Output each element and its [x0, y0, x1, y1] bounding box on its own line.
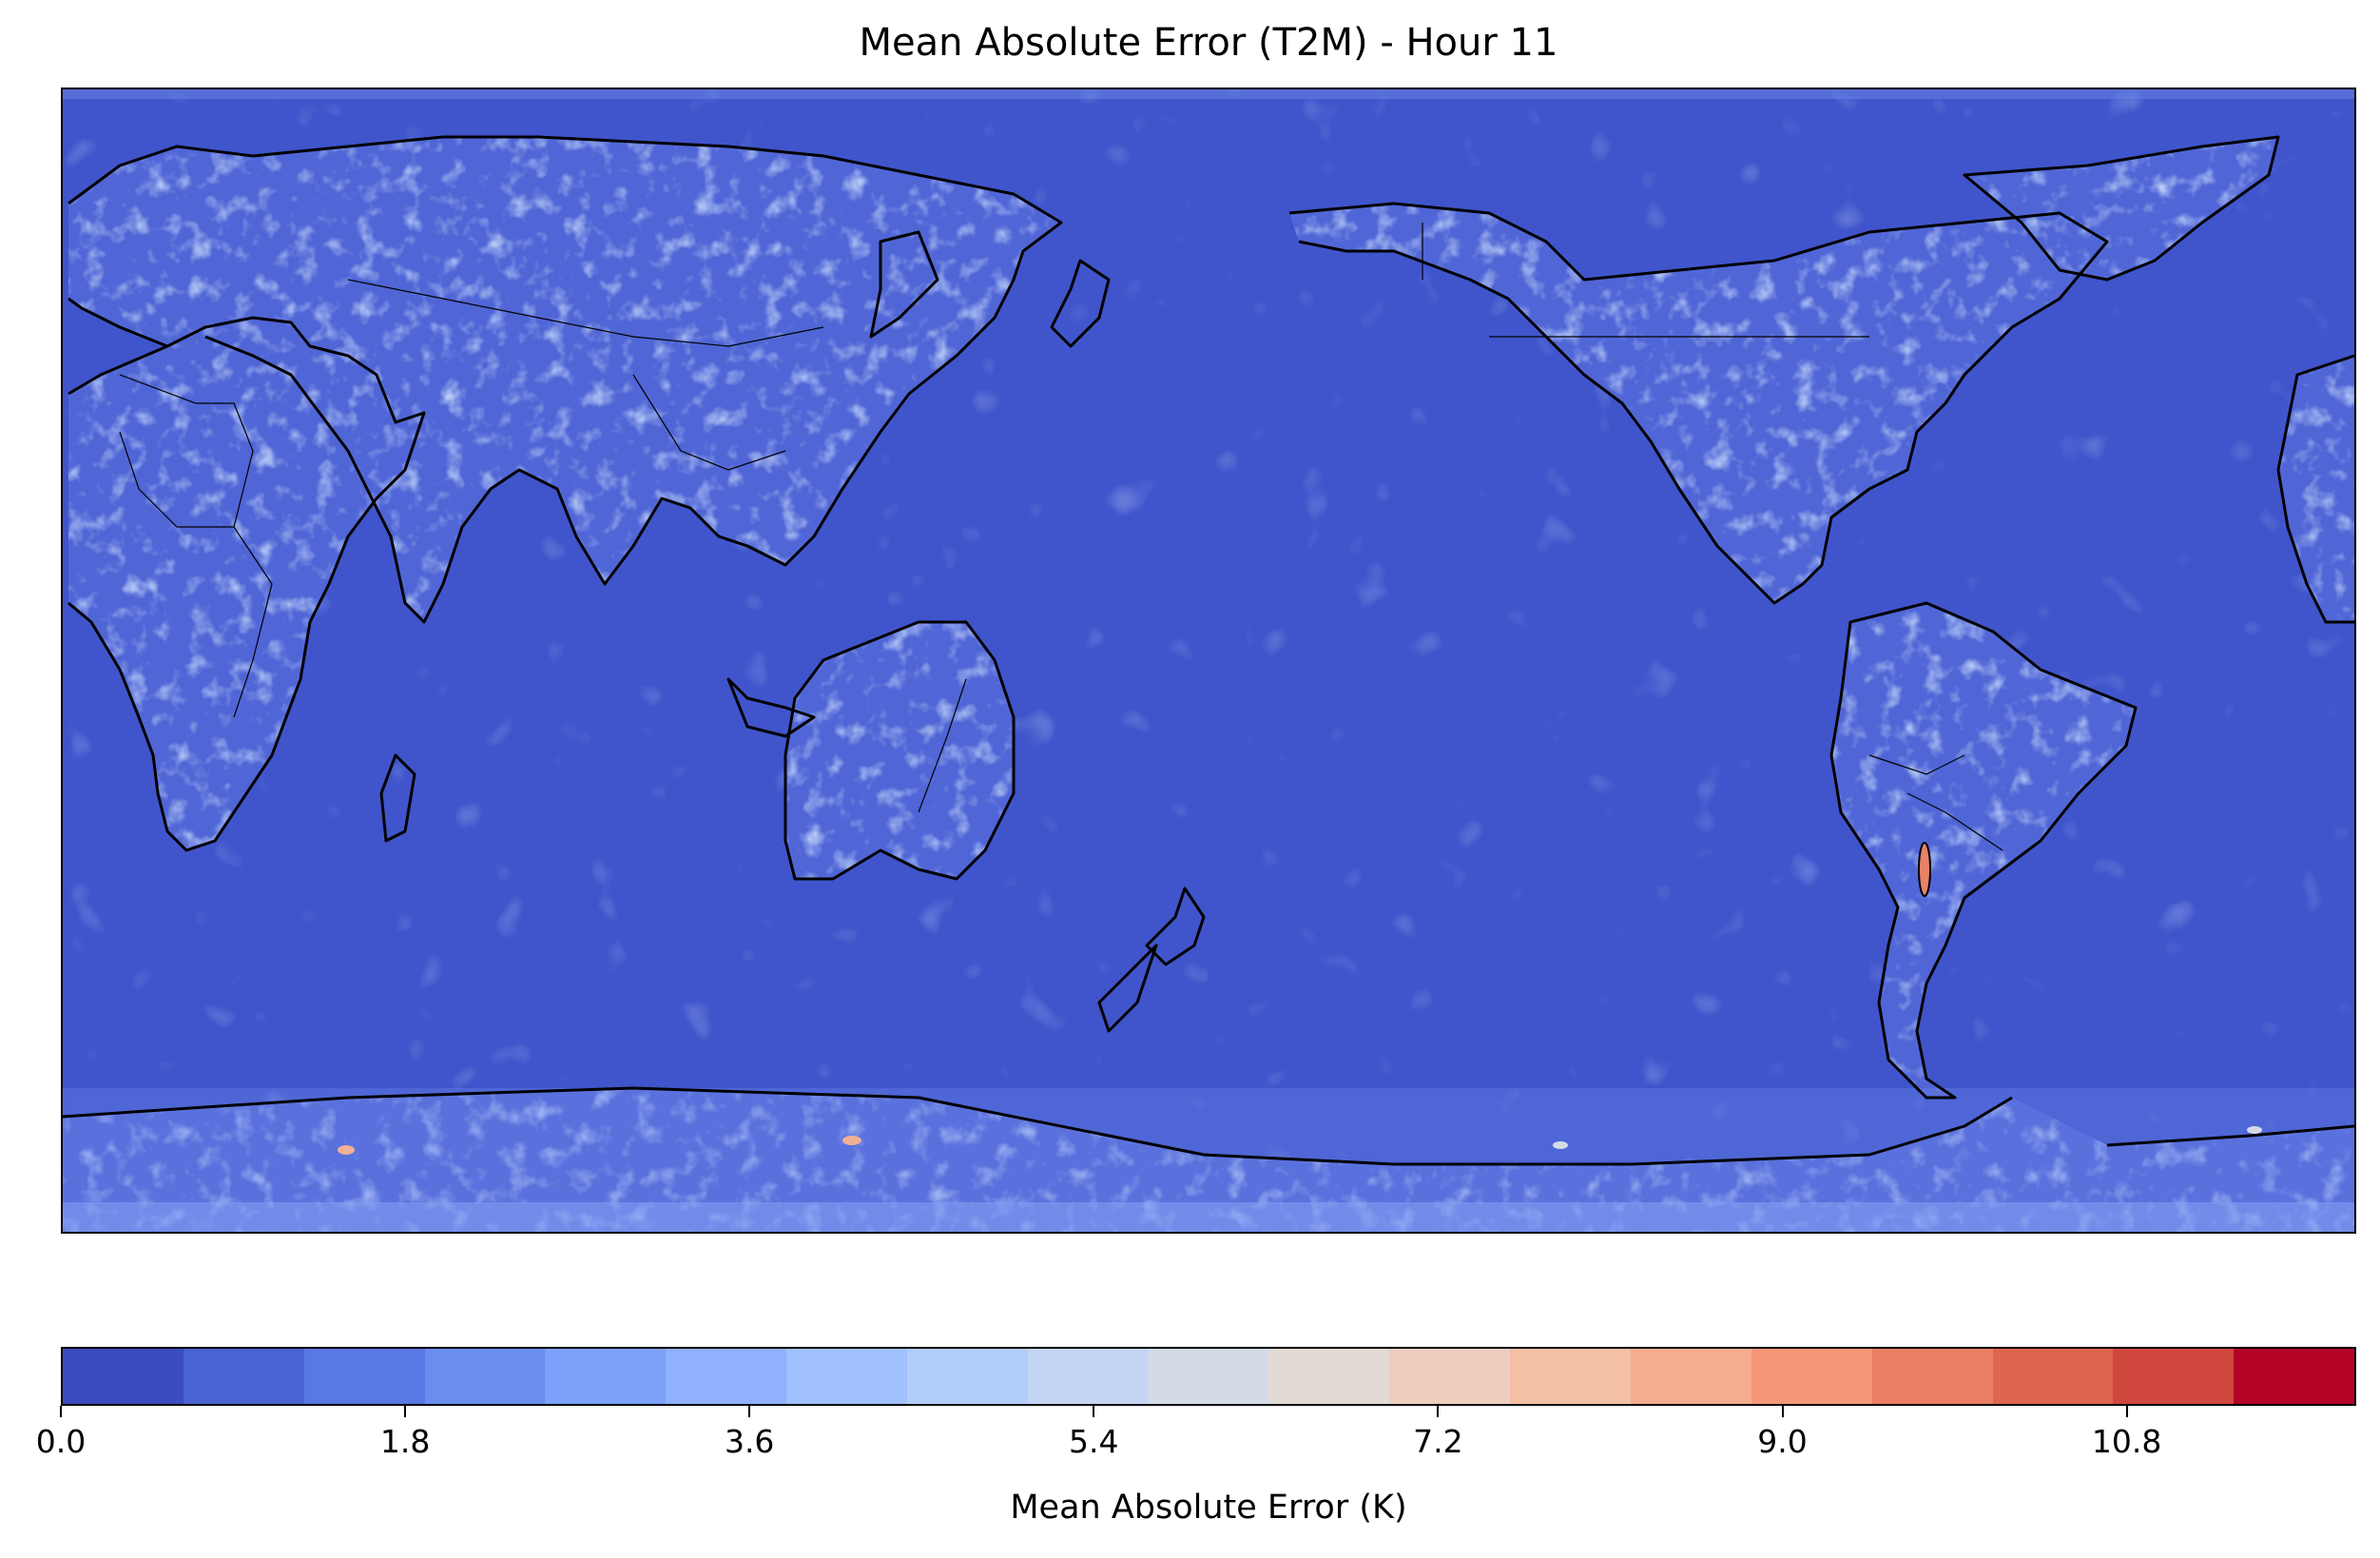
colorbar [61, 1347, 2356, 1406]
world-map [63, 89, 2354, 1232]
tick-label: 1.8 [379, 1423, 431, 1460]
colorbar-segment [666, 1349, 787, 1404]
tick-label: 10.8 [2091, 1423, 2162, 1460]
coastlines [63, 135, 2354, 1166]
colorbar-segment [1510, 1349, 1631, 1404]
colorbar-segment [1992, 1349, 2114, 1404]
tick-label: 0.0 [35, 1423, 87, 1460]
colorbar-segment [1148, 1349, 1269, 1404]
colorbar-segment [1871, 1349, 1993, 1404]
tick-mark [748, 1406, 751, 1417]
antarctic-hotspot-2 [842, 1136, 861, 1145]
colorbar-segment [545, 1349, 667, 1404]
colorbar-segment [786, 1349, 907, 1404]
antarctic-hotspot-4 [2247, 1126, 2262, 1134]
colorbar-segment [424, 1349, 546, 1404]
tick-label: 5.4 [1069, 1423, 1119, 1460]
colorbar-segment [303, 1349, 425, 1404]
error-hotspots [338, 842, 2262, 1155]
colorbar-segment [906, 1349, 1028, 1404]
colorbar-segment [2234, 1349, 2355, 1404]
colorbar-segment [63, 1349, 184, 1404]
colorbar-segment [1268, 1349, 1390, 1404]
chart-title: Mean Absolute Error (T2M) - Hour 11 [859, 21, 1558, 65]
tick-mark [404, 1406, 407, 1417]
colorbar-segment [1630, 1349, 1751, 1404]
antarctic-hotspot-3 [1553, 1141, 1568, 1149]
colorbar-ticks: 0.0 1.8 3.6 5.4 7.2 9.0 10.8 [36, 1406, 2356, 1463]
tick-mark [1781, 1406, 1784, 1417]
north-pole-strip [63, 89, 2354, 99]
antarctic-hotspot-1 [338, 1145, 355, 1155]
colorbar-segment [1751, 1349, 1872, 1404]
tick-mark [1437, 1406, 1440, 1417]
country-borders [119, 223, 2003, 851]
map-panel [61, 88, 2356, 1234]
tick-label: 7.2 [1413, 1423, 1463, 1460]
tick-label: 3.6 [724, 1423, 775, 1460]
tick-mark [60, 1406, 62, 1417]
tick-label: 9.0 [1757, 1423, 1808, 1460]
tick-mark [2125, 1406, 2128, 1417]
colorbar-label: Mean Absolute Error (K) [1010, 1489, 1407, 1527]
colorbar-segment [1027, 1349, 1149, 1404]
andes-hotspot [1918, 842, 1931, 897]
colorbar-segment [1389, 1349, 1511, 1404]
tick-mark [1093, 1406, 1095, 1417]
south-pole-strip [63, 1202, 2354, 1232]
colorbar-segment [2113, 1349, 2235, 1404]
colorbar-segment [183, 1349, 304, 1404]
